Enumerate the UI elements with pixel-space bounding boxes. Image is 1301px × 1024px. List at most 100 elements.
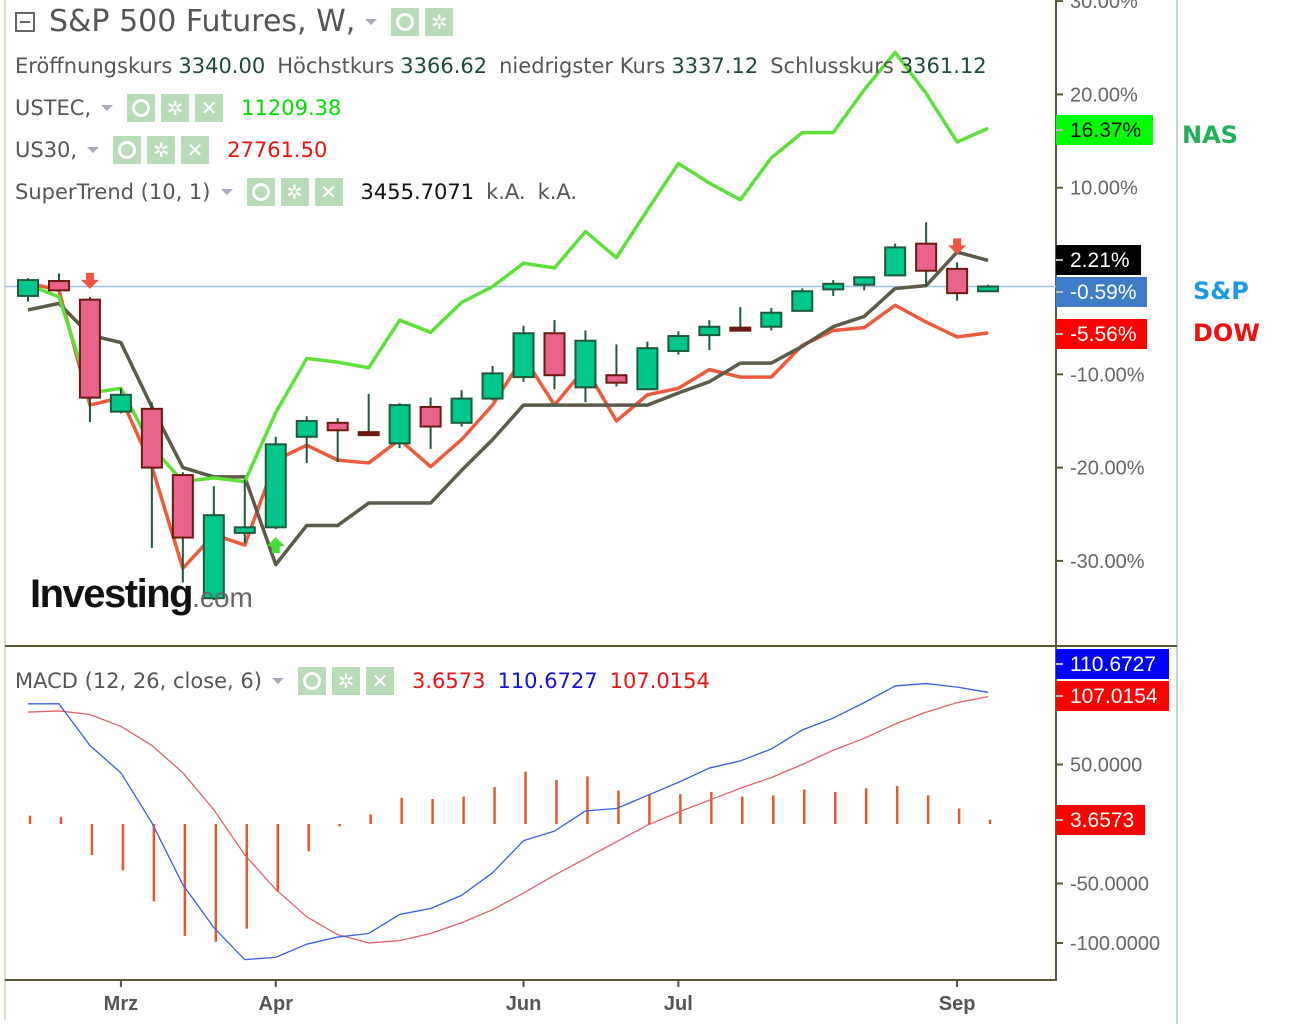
y-tick-label: 20.00% (1070, 84, 1138, 106)
candle (667, 331, 690, 355)
logo-suffix: .com (192, 582, 253, 613)
candle (698, 320, 721, 351)
candle-body (326, 421, 349, 432)
macd-y-tick-label: -100.0000 (1070, 933, 1160, 955)
indicator-row-us30: US30, ✲ ✕ 27761.50 (15, 136, 327, 164)
ohlc-low-value: 3337.12 (671, 54, 759, 78)
x-tick-label: Mrz (104, 993, 138, 1015)
candle-body (233, 526, 256, 534)
indicator-name: US30, (15, 138, 78, 162)
candle (946, 262, 969, 301)
ohlc-open-label: Eröffnungskurs (15, 54, 173, 78)
eye-icon[interactable] (113, 136, 142, 164)
macd-value-tag: 110.6727 (1070, 653, 1156, 676)
signal-value-tag-bg (1056, 681, 1169, 711)
macd-histogram-value: 3.6573 (411, 669, 486, 693)
candle-body (450, 397, 473, 424)
candle (884, 243, 907, 277)
candle (450, 390, 473, 427)
sp-value-tag: -0.59% (1070, 281, 1137, 304)
close-icon[interactable]: ✕ (365, 667, 394, 695)
y-tick-label: 10.00% (1070, 178, 1138, 200)
candle-body (419, 405, 442, 428)
ohlc-low-label: niedrigster Kurs (499, 54, 666, 78)
chevron-down-icon[interactable] (87, 147, 100, 153)
candle-body (822, 282, 845, 291)
nas-value-tag-bg (1056, 115, 1153, 145)
eye-icon[interactable] (391, 7, 420, 36)
indicator-name: USTEC, (15, 96, 92, 120)
chevron-down-icon[interactable] (101, 105, 114, 111)
candle-body (946, 267, 969, 295)
candle (853, 276, 876, 291)
candle (481, 365, 504, 401)
eye-icon[interactable] (297, 667, 326, 695)
close-icon[interactable]: ✕ (314, 178, 343, 206)
chart-title: S&P 500 Futures, W, (49, 4, 356, 39)
side-label-sp: S&P (1193, 277, 1249, 305)
side-label-nas: NAS (1182, 121, 1238, 149)
candle-body (977, 285, 1000, 293)
ohlc-open-value: 3340.00 (178, 54, 266, 78)
chevron-down-icon[interactable] (365, 18, 378, 25)
logo-brand: Investing (30, 572, 194, 616)
ohlc-close-value: 3361.12 (899, 54, 987, 78)
chevron-down-icon[interactable] (271, 678, 284, 684)
signal-value-tag: 107.0154 (1070, 685, 1158, 708)
macd-line (28, 682, 989, 961)
candle (202, 486, 225, 601)
candle (791, 288, 814, 312)
y-tick-label: -30.00% (1070, 551, 1145, 573)
candle-body (729, 326, 752, 332)
candle (605, 344, 628, 387)
nas-value-tag: 16.37% (1070, 119, 1141, 142)
macd-value: 110.6727 (497, 669, 598, 693)
gear-icon[interactable]: ✲ (280, 178, 309, 206)
x-tick-label: Sep (939, 993, 976, 1015)
gear-icon[interactable]: ✲ (147, 136, 176, 164)
y-tick-label: 30.00% (1070, 0, 1138, 13)
y-tick-label: -20.00% (1070, 458, 1145, 480)
indicator-value: k.A. (537, 180, 578, 204)
candle (295, 416, 318, 463)
candle-body (109, 393, 132, 413)
candle-body (605, 374, 628, 384)
ohlc-close-label: Schlusskurs (770, 54, 894, 78)
investing-logo: Investing.com (30, 572, 253, 617)
gear-icon[interactable]: ✲ (425, 7, 454, 36)
candle-body (574, 339, 597, 389)
candle (171, 472, 194, 583)
candle (636, 341, 659, 391)
candle (78, 296, 101, 422)
candle-body (760, 311, 783, 328)
ohlc-row: Eröffnungskurs 3340.00 Höchstkurs 3366.62 … (15, 54, 999, 78)
chevron-down-icon[interactable] (220, 189, 233, 195)
candle-body (357, 431, 380, 437)
chart-title-row: S&P 500 Futures, W, ✲ (15, 4, 459, 39)
candle-body (791, 290, 814, 312)
candle-body (698, 325, 721, 337)
close-icon[interactable]: ✕ (181, 136, 210, 164)
indicator-value: 27761.50 (227, 138, 328, 162)
indicator-value: 11209.38 (241, 96, 342, 120)
close-icon[interactable]: ✕ (195, 94, 224, 122)
candle (140, 402, 163, 548)
candle-body (853, 276, 876, 286)
indicator-value: 3455.7071 (360, 180, 475, 204)
eye-icon[interactable] (246, 178, 275, 206)
collapse-icon[interactable] (15, 11, 35, 32)
dow-value-tag-bg (1056, 319, 1147, 349)
candle-body (512, 332, 535, 379)
candle (326, 418, 349, 463)
indicator-row-ustec: USTEC, ✲ ✕ 11209.38 (15, 94, 341, 122)
candle-body (667, 335, 690, 352)
supertrend-value-tag: 2.21% (1070, 249, 1130, 272)
indicator-name: MACD (12, 26, close, 6) (15, 669, 262, 693)
candle-body (78, 298, 101, 399)
gear-icon[interactable]: ✲ (331, 667, 360, 695)
eye-icon[interactable] (127, 94, 156, 122)
candle (760, 308, 783, 331)
x-tick-label: Jun (506, 993, 542, 1015)
gear-icon[interactable]: ✲ (161, 94, 190, 122)
